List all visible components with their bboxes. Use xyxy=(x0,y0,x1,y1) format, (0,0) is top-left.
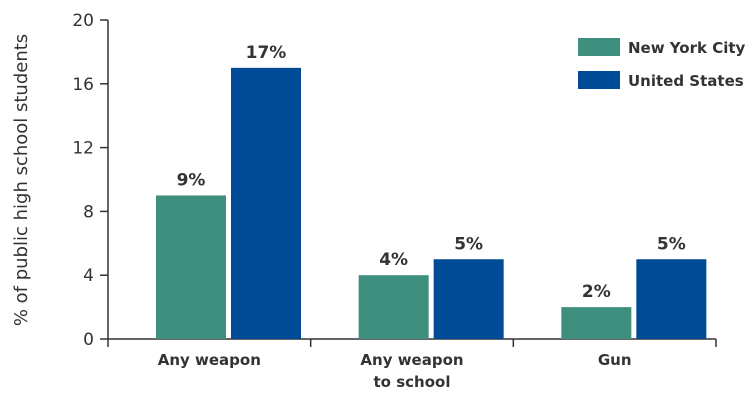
y-tick-label: 20 xyxy=(72,11,94,31)
x-axis: Any weapon Any weapon to school Gun xyxy=(107,338,717,391)
bar xyxy=(433,259,504,339)
y-axis-title: % of public high school students xyxy=(11,34,32,326)
x-tick-label: Gun xyxy=(598,351,632,369)
bars: 9% 17% 4% 5% 2% 5% xyxy=(156,43,707,339)
bar xyxy=(231,67,301,339)
data-label: 2% xyxy=(582,282,611,302)
legend-label: United States xyxy=(628,72,744,90)
bar xyxy=(156,195,226,339)
bar xyxy=(636,259,707,339)
y-tick-label: 12 xyxy=(72,139,94,159)
x-tick-label: Any weapon to school xyxy=(360,351,463,391)
y-tick-label: 0 xyxy=(83,330,94,350)
y-tick-label: 4 xyxy=(83,266,94,286)
legend-swatch xyxy=(578,71,620,89)
legend: New York City United States xyxy=(578,38,746,90)
bar xyxy=(358,275,429,339)
data-label: 9% xyxy=(177,170,206,190)
data-label: 4% xyxy=(379,250,408,270)
legend-swatch xyxy=(578,38,620,56)
bar xyxy=(561,307,632,339)
data-label: 17% xyxy=(246,43,287,63)
data-label: 5% xyxy=(454,234,483,254)
y-axis: 0 4 8 12 16 20 xyxy=(72,11,109,350)
y-tick-label: 8 xyxy=(83,202,94,222)
legend-label: New York City xyxy=(628,39,746,57)
y-tick-label: 16 xyxy=(72,75,94,95)
data-label: 5% xyxy=(657,234,686,254)
x-tick-label: Any weapon xyxy=(158,351,261,369)
